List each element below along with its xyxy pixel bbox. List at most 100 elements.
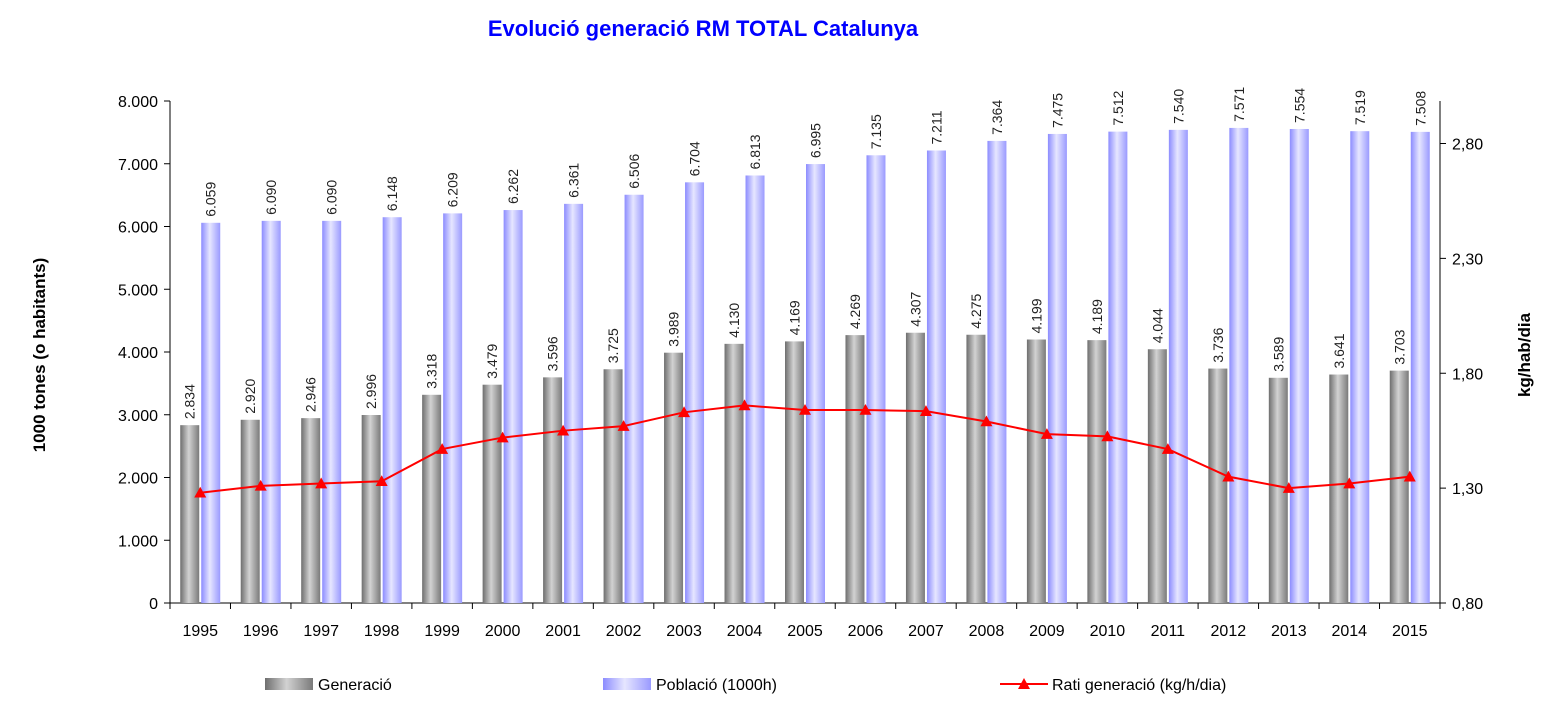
bar-generacio [482,384,502,603]
line-rati-marker [436,443,449,454]
data-label-generacio: 3.641 [1331,333,1347,368]
bar-poblacio [1047,133,1067,603]
legend-swatch-generacio [265,678,313,690]
bar-poblacio [382,217,402,603]
data-label-poblacio: 7.135 [868,114,884,149]
x-tick-label: 2014 [1331,623,1367,640]
y-tick-label: 3.000 [118,408,158,425]
line-rati-marker [375,475,388,487]
legend-label-poblacio: Població (1000h) [656,677,777,694]
data-label-poblacio: 7.512 [1110,90,1126,125]
legend-label-generacio: Generació [318,677,392,694]
data-label-generacio: 4.199 [1028,298,1044,333]
x-tick-label: 2000 [485,623,521,640]
bar-generacio [1208,368,1228,603]
bar-generacio [422,394,442,603]
bar-generacio [240,419,260,603]
data-label-poblacio: 7.519 [1352,90,1368,125]
data-label-poblacio: 6.995 [808,123,824,158]
bar-generacio [1147,349,1167,603]
line-rati-marker [678,406,691,418]
y-tick-label: 1.000 [118,533,158,550]
bar-generacio [664,352,684,603]
line-rati-marker [738,399,751,411]
line-rati-marker [980,415,993,427]
bar-generacio [724,343,744,603]
y-tick-label: 2.000 [118,471,158,488]
data-label-poblacio: 7.554 [1291,88,1307,123]
line-rati-marker [1222,470,1235,482]
data-label-poblacio: 7.211 [928,110,944,144]
line-rati-marker [799,404,811,415]
y2-tick-label: 2,30 [1452,251,1483,268]
data-label-generacio: 3.703 [1391,329,1407,364]
data-label-poblacio: 7.508 [1412,91,1428,126]
axes-group: 0 1.000 2.000 3.000 4.000 5.000 6.000 7.000 8.00… [118,94,1483,640]
bar-poblacio [1350,131,1370,604]
legend: Generació Població (1000h) Rati generació … [265,677,1226,694]
x-tick-label: 2009 [1029,623,1065,640]
bar-poblacio [1229,127,1249,604]
line-rati-marker [859,404,872,415]
legend-label-rati: Rati generació (kg/h/dia) [1052,677,1226,694]
y-axis-title: 1000 tones (o habitants) [30,258,49,453]
x-tick-label: 2012 [1211,623,1247,640]
data-label-generacio: 3.596 [545,336,561,371]
bar-poblacio [322,220,342,604]
data-label-poblacio: 6.813 [747,134,763,169]
y-tick-label: 4.000 [118,345,158,362]
data-label-generacio: 4.169 [787,300,803,335]
bar-generacio [1087,340,1107,603]
x-tick-label: 1995 [182,623,218,640]
data-label-generacio: 3.589 [1270,337,1286,372]
bar-generacio [301,418,321,603]
y-tick-label: 5.000 [118,282,158,299]
bar-generacio [845,335,865,603]
data-label-generacio: 4.044 [1149,308,1165,343]
bar-poblacio [261,220,281,604]
data-label-poblacio: 6.148 [384,176,400,211]
bar-generacio [1329,374,1349,603]
line-group [194,399,1416,498]
legend-swatch-poblacio [603,678,651,690]
line-rati-marker [496,431,509,443]
bar-poblacio [503,210,523,603]
y2-tick-label: 2,80 [1452,137,1483,154]
bar-poblacio [1410,131,1430,604]
bar-poblacio [201,222,221,604]
y2-tick-label: 1,80 [1452,366,1483,383]
chart-title: Evolució generació RM TOTAL Catalunya [488,16,919,41]
y-tick-label: 6.000 [118,220,158,237]
bar-poblacio [1108,131,1128,603]
x-tick-label: 2002 [606,623,642,640]
x-tick-label: 2015 [1392,623,1428,640]
data-label-poblacio: 6.262 [505,169,521,204]
x-tick-label: 1999 [424,623,460,640]
bar-poblacio [443,213,463,603]
x-tick-label: 2006 [848,623,884,640]
line-rati-marker [557,424,570,436]
data-label-poblacio: 7.540 [1170,89,1186,124]
line-rati-marker [1161,443,1174,454]
line-rati-marker [617,420,630,431]
x-tick-label: 2008 [969,623,1005,640]
data-label-generacio: 2.834 [182,384,198,419]
data-label-generacio: 4.189 [1089,299,1105,334]
data-label-poblacio: 6.090 [263,180,279,215]
bar-generacio [966,334,986,603]
line-rati-marker [1282,482,1295,493]
data-label-generacio: 4.130 [726,303,742,338]
x-tick-label: 1998 [364,623,400,640]
x-tick-label: 2011 [1151,623,1186,640]
data-label-generacio: 3.989 [666,311,682,346]
data-label-generacio: 4.269 [847,294,863,329]
line-rati-marker [1040,428,1053,439]
data-label-generacio: 3.479 [484,343,500,378]
bar-generacio [1268,377,1288,603]
bar-generacio [603,369,623,603]
y-tick-label: 7.000 [118,157,158,174]
data-label-poblacio: 7.571 [1231,87,1247,122]
legend-marker-rati [1018,678,1030,689]
bar-generacio [785,341,804,603]
